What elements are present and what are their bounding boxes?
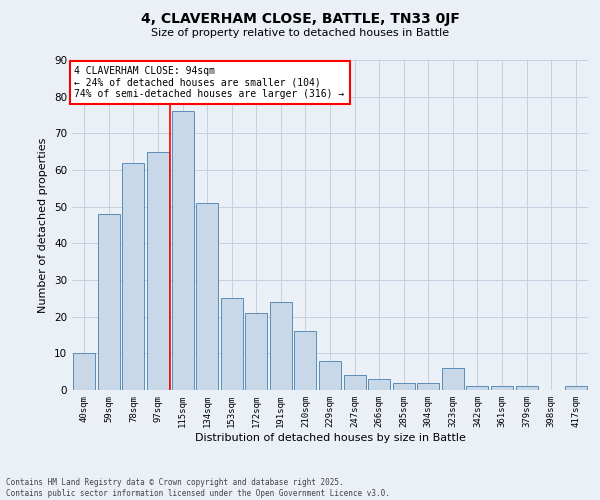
- Bar: [565, 386, 587, 390]
- Bar: [392, 382, 415, 390]
- Y-axis label: Number of detached properties: Number of detached properties: [38, 138, 49, 312]
- Text: Size of property relative to detached houses in Battle: Size of property relative to detached ho…: [151, 28, 449, 38]
- Bar: [344, 376, 365, 390]
- Bar: [491, 386, 513, 390]
- Bar: [147, 152, 169, 390]
- X-axis label: Distribution of detached houses by size in Battle: Distribution of detached houses by size …: [194, 432, 466, 442]
- Text: 4 CLAVERHAM CLOSE: 94sqm
← 24% of detached houses are smaller (104)
74% of semi-: 4 CLAVERHAM CLOSE: 94sqm ← 24% of detach…: [74, 66, 345, 98]
- Bar: [466, 386, 488, 390]
- Bar: [319, 360, 341, 390]
- Bar: [417, 382, 439, 390]
- Bar: [515, 386, 538, 390]
- Bar: [196, 203, 218, 390]
- Bar: [295, 332, 316, 390]
- Bar: [368, 379, 390, 390]
- Bar: [98, 214, 120, 390]
- Bar: [172, 112, 194, 390]
- Bar: [221, 298, 243, 390]
- Bar: [270, 302, 292, 390]
- Bar: [122, 162, 145, 390]
- Bar: [73, 354, 95, 390]
- Text: 4, CLAVERHAM CLOSE, BATTLE, TN33 0JF: 4, CLAVERHAM CLOSE, BATTLE, TN33 0JF: [140, 12, 460, 26]
- Bar: [245, 313, 268, 390]
- Bar: [442, 368, 464, 390]
- Text: Contains HM Land Registry data © Crown copyright and database right 2025.
Contai: Contains HM Land Registry data © Crown c…: [6, 478, 390, 498]
